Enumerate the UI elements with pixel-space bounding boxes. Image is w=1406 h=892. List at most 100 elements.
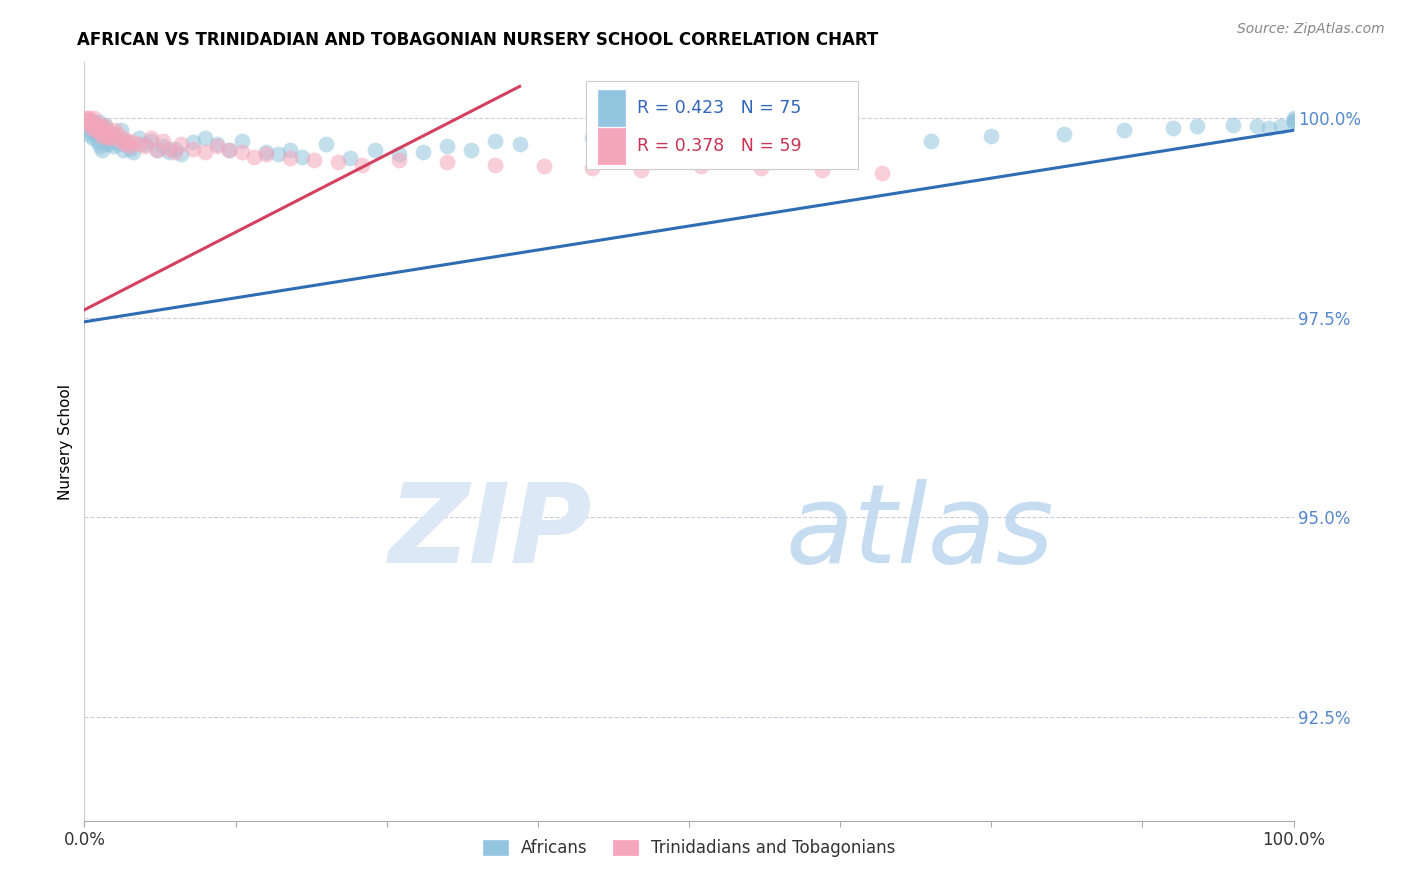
Point (170, 147, 193, 161)
Point (104, 131, 127, 145)
Point (77, 115, 100, 129)
Point (1282, 115, 1305, 129)
Point (872, 165, 894, 179)
Point (1270, 120, 1292, 134)
Point (207, 136, 229, 151)
Text: ZIP: ZIP (388, 479, 592, 586)
Point (121, 135, 143, 149)
Point (207, 139, 229, 153)
Point (87, 115, 110, 129)
Point (1161, 120, 1184, 135)
Legend: Africans, Trinidadians and Tobagonians: Africans, Trinidadians and Tobagonians (474, 830, 904, 865)
FancyBboxPatch shape (586, 81, 858, 169)
Point (291, 150, 314, 164)
Point (460, 143, 482, 157)
Point (436, 139, 458, 153)
FancyBboxPatch shape (599, 90, 624, 126)
Point (1258, 120, 1281, 135)
Point (630, 163, 652, 178)
Point (94, 131, 117, 145)
Point (89, 139, 111, 153)
Point (97, 128, 120, 143)
Point (1053, 128, 1076, 142)
Point (112, 131, 135, 145)
Point (100, 126, 122, 140)
Point (75, 112, 97, 126)
Point (231, 145, 253, 159)
Point (218, 143, 240, 157)
Point (181, 135, 204, 149)
Point (484, 134, 506, 148)
Point (83, 115, 105, 129)
Point (388, 147, 411, 161)
Point (82, 131, 104, 145)
Point (82, 115, 104, 129)
Point (146, 143, 169, 157)
Point (128, 136, 150, 151)
Point (218, 143, 240, 157)
Point (139, 131, 162, 145)
Point (690, 159, 713, 173)
Point (91, 143, 114, 157)
Point (1114, 123, 1136, 137)
Point (77, 112, 100, 127)
Point (103, 139, 125, 153)
Text: AFRICAN VS TRINIDADIAN AND TOBAGONIAN NURSERY SCHOOL CORRELATION CHART: AFRICAN VS TRINIDADIAN AND TOBAGONIAN NU… (77, 31, 879, 49)
Point (86, 135, 108, 149)
Point (90, 118, 112, 132)
Point (581, 131, 603, 145)
Point (165, 142, 187, 156)
Point (1222, 118, 1244, 132)
Text: atlas: atlas (786, 479, 1054, 586)
Point (738, 142, 761, 156)
Point (152, 134, 174, 148)
Point (96, 136, 118, 151)
Text: R = 0.423   N = 75: R = 0.423 N = 75 (637, 99, 801, 117)
Point (533, 159, 555, 173)
Point (181, 142, 204, 156)
Point (110, 134, 132, 148)
Point (751, 161, 773, 175)
Point (980, 128, 1002, 143)
Point (93, 120, 115, 135)
Point (96, 131, 118, 145)
Point (120, 139, 142, 153)
Point (254, 145, 277, 159)
Point (484, 158, 506, 172)
Point (157, 142, 180, 156)
Point (76, 123, 98, 137)
Point (107, 136, 129, 151)
Point (117, 134, 139, 148)
Point (93, 123, 115, 137)
Text: R = 0.378   N = 59: R = 0.378 N = 59 (637, 136, 801, 155)
Point (339, 151, 361, 165)
Point (412, 145, 434, 159)
Point (80, 120, 103, 135)
Point (120, 142, 142, 156)
Point (1246, 120, 1268, 134)
Point (139, 134, 162, 148)
Point (77, 112, 100, 126)
Point (86, 128, 108, 143)
Point (117, 136, 139, 151)
Point (165, 145, 187, 159)
Point (104, 123, 127, 137)
Point (302, 153, 325, 167)
Point (170, 136, 193, 151)
Point (1185, 120, 1208, 134)
Point (581, 161, 603, 175)
Point (654, 145, 676, 159)
Point (77, 128, 100, 142)
Point (75, 120, 97, 134)
Point (254, 147, 277, 161)
Point (157, 145, 180, 159)
Point (242, 150, 264, 164)
Y-axis label: Nursery School: Nursery School (58, 384, 73, 500)
Point (87, 123, 110, 137)
Point (128, 131, 150, 145)
Point (1282, 115, 1305, 129)
Point (194, 131, 217, 145)
Text: Source: ZipAtlas.com: Source: ZipAtlas.com (1237, 22, 1385, 37)
Point (104, 134, 127, 148)
Point (112, 143, 135, 157)
